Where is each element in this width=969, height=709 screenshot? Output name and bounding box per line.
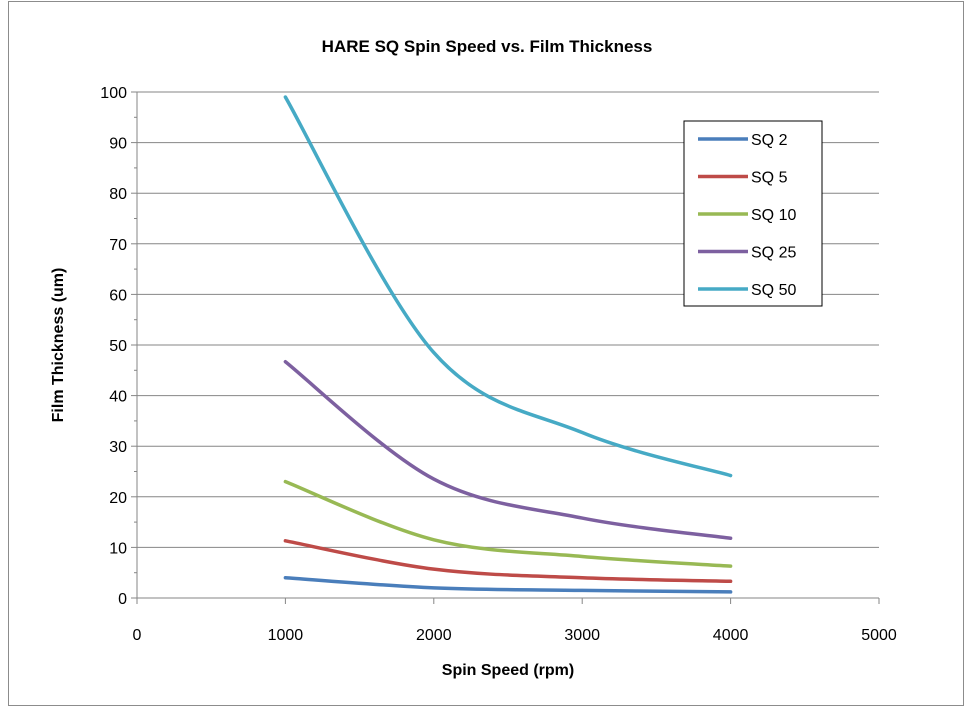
x-tick-label: 4000 [713,627,749,644]
x-tick-label: 2000 [416,627,452,644]
y-tick-label: 10 [109,540,127,557]
series-line-sq-10 [283,479,733,568]
y-axis-title: Film Thickness (um) [50,268,67,423]
legend-label: SQ 2 [751,132,788,149]
x-tick-label: 3000 [564,627,600,644]
legend-label: SQ 50 [751,282,796,299]
series-line-sq-5 [283,539,733,584]
y-tick-label: 90 [109,136,127,153]
x-tick-label: 5000 [861,627,897,644]
y-tick-label: 0 [118,591,127,608]
legend-label: SQ 25 [751,245,796,262]
series-lines [283,95,733,594]
legend: SQ 2 SQ 5 SQ 10 SQ 25 SQ 50 [683,120,823,307]
x-tick-label: 0 [133,627,142,644]
legend-label: SQ 5 [751,170,788,187]
y-tick-label: 100 [100,85,127,102]
legend-label: SQ 10 [751,207,796,224]
y-tick-label: 70 [109,237,127,254]
x-axis-title: Spin Speed (rpm) [442,662,574,679]
y-tick-label: 60 [109,287,127,304]
y-tick-label: 80 [109,186,127,203]
series-line-sq-2 [283,576,733,594]
y-tick-label: 30 [109,439,127,456]
series-line-sq-50 [283,95,733,478]
chart-title: HARE SQ Spin Speed vs. Film Thickness [322,37,653,56]
series-line-sq-25 [283,359,733,541]
y-tick-label: 40 [109,389,127,406]
y-tick-label: 50 [109,338,127,355]
x-tick-label: 1000 [268,627,304,644]
axes [131,91,880,604]
y-tick-label: 20 [109,490,127,507]
